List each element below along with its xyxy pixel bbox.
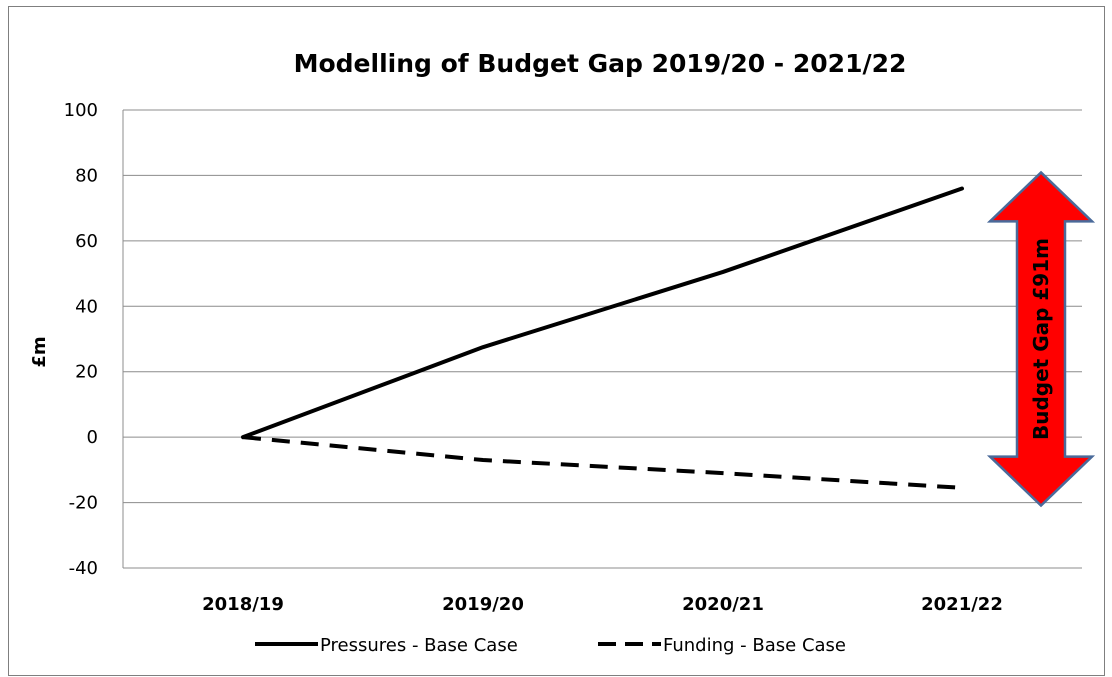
legend-label-pressures: Pressures - Base Case [320,635,518,656]
x-tick-label: 2018/19 [202,594,284,615]
series-line-funding [242,435,963,490]
y-tick-label: 80 [75,165,98,186]
gridlines [122,109,1082,569]
chart-frame [8,6,1105,676]
y-tick-label: -40 [69,558,98,579]
budget-gap-label: Budget Gap £91m [1029,238,1053,440]
budget-gap-arrow: Budget Gap £91m [986,170,1096,508]
y-tick-label: 20 [75,362,98,383]
legend-label-funding: Funding - Base Case [663,635,846,656]
budget-gap-arrow-shape [986,170,1096,508]
x-tick-label: 2021/22 [921,594,1003,615]
x-tick-label: 2019/20 [442,594,524,615]
y-tick-label: 40 [75,296,98,317]
chart-title: Modelling of Budget Gap 2019/20 - 2021/2… [294,49,907,78]
x-axis-ticks: 2018/19 2019/20 2020/21 2021/22 [202,594,1003,615]
y-tick-label: -20 [69,493,98,514]
y-axis-ticks: 100 80 60 40 20 0 -20 -40 [64,100,98,579]
y-tick-label: 100 [64,100,98,121]
y-tick-label: 0 [87,427,98,448]
legend: Pressures - Base Case Funding - Base Cas… [255,635,846,656]
y-axis-label: £m [29,336,50,367]
series-line-pressures [241,186,964,440]
x-tick-label: 2020/21 [682,594,764,615]
series-lines [241,186,964,490]
y-tick-label: 60 [75,231,98,252]
